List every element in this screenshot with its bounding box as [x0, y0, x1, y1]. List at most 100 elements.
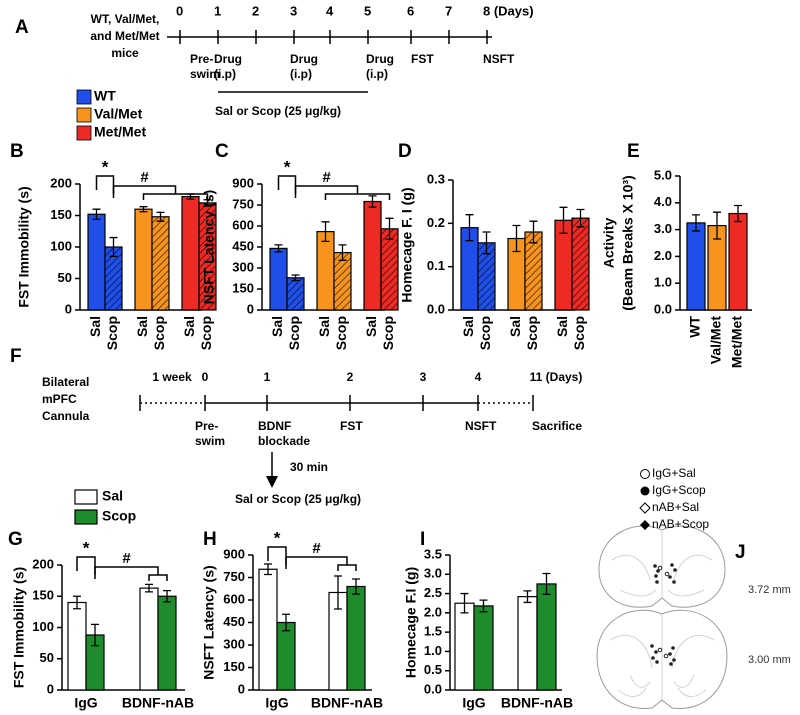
- y-tick-label: 750: [232, 196, 254, 211]
- error-bar: [368, 195, 377, 208]
- legend-label: IgG+Sal: [652, 466, 696, 480]
- y-tick-label: 50: [40, 650, 54, 665]
- timeline-day: 3: [290, 3, 297, 18]
- brain-sections: [596, 525, 728, 709]
- error-bar: [73, 595, 81, 610]
- x-tick-label: Scop: [380, 316, 396, 350]
- error-bar: [692, 214, 700, 232]
- significance-bracket: [112, 185, 209, 200]
- significance-bracket: [285, 556, 357, 571]
- y-tick-label: 3.0: [424, 566, 442, 581]
- x-tick-label: Scop: [524, 316, 540, 350]
- error-bar: [576, 208, 585, 228]
- error-bar: [91, 623, 99, 647]
- error-bar: [321, 221, 330, 243]
- y-tick-label: 0: [247, 301, 254, 316]
- panel-letter: I: [420, 529, 425, 550]
- y-axis-label: NSFT Latency (s): [201, 190, 217, 304]
- y-tick-label: 0.0: [424, 681, 442, 696]
- significance-bracket: [277, 175, 297, 198]
- y-tick-label: 150: [232, 280, 254, 295]
- y-tick-label: 1.0: [424, 643, 442, 658]
- timeline-event: BDNF: [258, 419, 291, 433]
- y-tick-label: 50: [58, 270, 72, 285]
- x-tick-label: Scop: [333, 316, 349, 350]
- y-tick-label: 0.0: [654, 301, 672, 316]
- error-bar: [529, 220, 538, 244]
- y-axis-label: Homecage F.I (g): [403, 567, 419, 678]
- y-tick-label: 0: [47, 681, 54, 696]
- error-bar: [542, 572, 551, 595]
- timeline-subject: Cannula: [42, 409, 90, 423]
- bar: [728, 212, 748, 311]
- panel-letter: C: [215, 141, 229, 162]
- treatment-label: Sal or Scop (25 μg/kg): [235, 492, 361, 506]
- annotation: #: [322, 169, 331, 186]
- error-bar: [139, 206, 148, 213]
- timeline-day: 1: [264, 370, 271, 384]
- panel-letter: D: [398, 141, 412, 162]
- legend-label: nAB+Sal: [652, 500, 699, 514]
- significance-bracket: [95, 175, 115, 198]
- bar: [686, 222, 706, 311]
- legend-label: Scop: [102, 508, 136, 524]
- y-tick-label: 1.0: [654, 275, 672, 290]
- y-tick-label: 0.2: [427, 215, 445, 230]
- y-tick-label: 100: [50, 238, 72, 253]
- error-bar: [338, 244, 347, 261]
- timeline-event: Drug: [366, 52, 394, 66]
- y-tick-label: 300: [232, 259, 254, 274]
- bar: [286, 277, 305, 311]
- y-tick-label: 450: [223, 614, 245, 629]
- y-axis-label: Homecage F. I (g): [399, 187, 415, 302]
- treatment-label: Sal or Scop (25 μg/kg): [215, 104, 341, 118]
- timeline-subject: and Met/Met: [90, 29, 159, 43]
- bar: [571, 217, 590, 311]
- timeline-day: 3: [420, 370, 427, 384]
- error-bar: [385, 217, 394, 240]
- x-tick-label: Scop: [477, 316, 493, 350]
- bar: [181, 196, 200, 311]
- x-tick-label: Scop: [571, 316, 587, 350]
- x-tick-label: BDNF-nAB: [501, 695, 573, 711]
- significance-bracket: [267, 546, 287, 569]
- bar: [517, 596, 538, 691]
- bar: [380, 228, 399, 311]
- error-bar: [145, 583, 153, 593]
- panel-letter: B: [10, 141, 24, 162]
- legend-swatch: [76, 125, 92, 141]
- y-axis-label: FST Immobility (s): [11, 567, 27, 688]
- timeline-event: FST: [411, 52, 434, 66]
- y-tick-label: 0.3: [427, 171, 445, 186]
- x-tick-label: Sal: [316, 316, 332, 337]
- x-tick-label: BDNF-nAB: [311, 695, 383, 711]
- timeline-day: 8 (Days): [483, 3, 534, 18]
- error-bar: [482, 231, 491, 255]
- panel-letter: F: [10, 346, 22, 367]
- bar: [536, 583, 557, 691]
- x-tick-label: Scop: [198, 316, 214, 350]
- y-tick-label: 2.0: [654, 248, 672, 263]
- panel-letter: A: [15, 17, 29, 38]
- y-tick-label: 200: [50, 175, 72, 190]
- panel-letter: J: [735, 542, 746, 563]
- timeline-day: 2: [252, 3, 259, 18]
- annotation: *: [274, 528, 281, 547]
- error-bar: [109, 236, 118, 258]
- timeline-event: FST: [340, 419, 363, 433]
- bar: [524, 231, 543, 311]
- section-label: 3.00 mm: [748, 654, 791, 666]
- panel-letter: E: [627, 141, 640, 162]
- error-bar: [156, 211, 165, 222]
- legend-swatch: [74, 509, 98, 525]
- timeline-day: 6: [407, 3, 414, 18]
- x-tick-label: Sal: [363, 316, 379, 337]
- error-bar: [291, 274, 300, 282]
- timeline-event: Drug: [290, 52, 318, 66]
- bar: [134, 208, 153, 311]
- legend-label: Met/Met: [94, 124, 146, 140]
- y-axis-label: Activity: [601, 218, 617, 269]
- y-tick-label: 2.5: [424, 585, 442, 600]
- timeline-subject: Bilateral: [42, 375, 89, 389]
- bar: [258, 568, 278, 691]
